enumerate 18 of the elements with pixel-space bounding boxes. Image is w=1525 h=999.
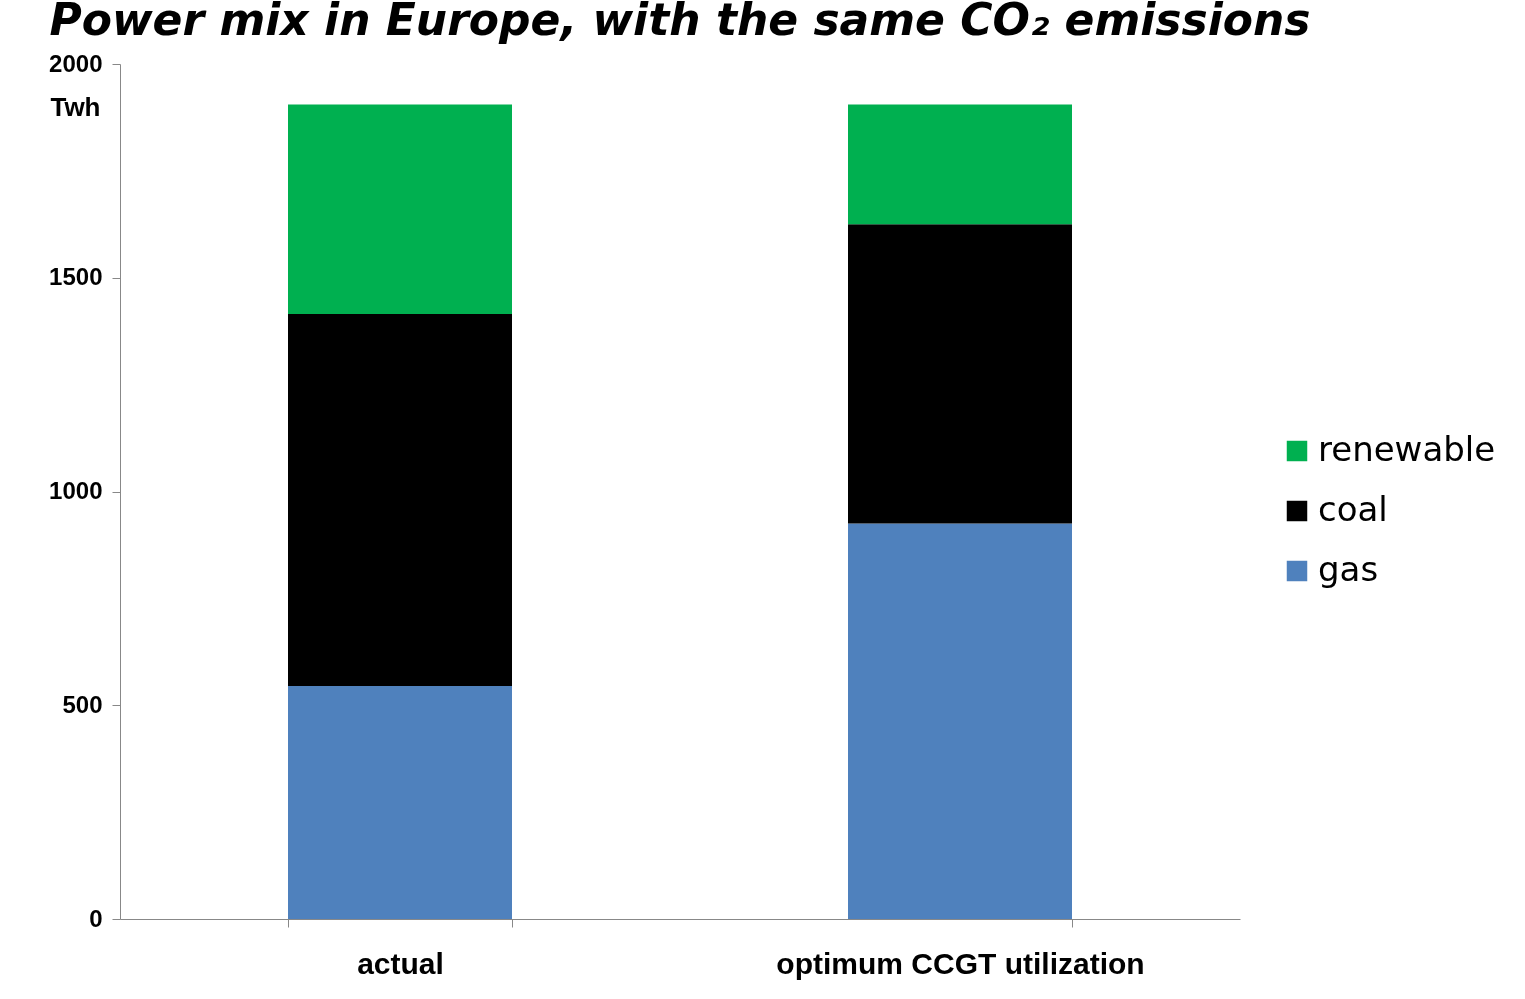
bar [848,523,1072,919]
y-tick-label: 1500 [49,263,103,291]
legend-label: renewable [1318,429,1496,469]
y-tick-label: 0 [89,904,103,932]
bar [288,314,512,687]
chart-title: Power mix in Europe, with the same CO₂ emissions [49,0,1311,45]
bar [848,104,1072,225]
legend-label: gas [1318,549,1379,589]
bar [288,104,512,315]
legend-label: coal [1318,489,1388,529]
x-tick-label: optimum CCGT utilization [776,946,1145,980]
bar [288,686,512,919]
y-axis-title: Twh [50,91,101,122]
y-tick-label: 2000 [49,49,103,77]
x-tick-label: actual [357,946,444,980]
y-tick-label: 500 [62,690,103,718]
bar [848,224,1072,524]
y-tick-label: 1000 [49,477,103,504]
